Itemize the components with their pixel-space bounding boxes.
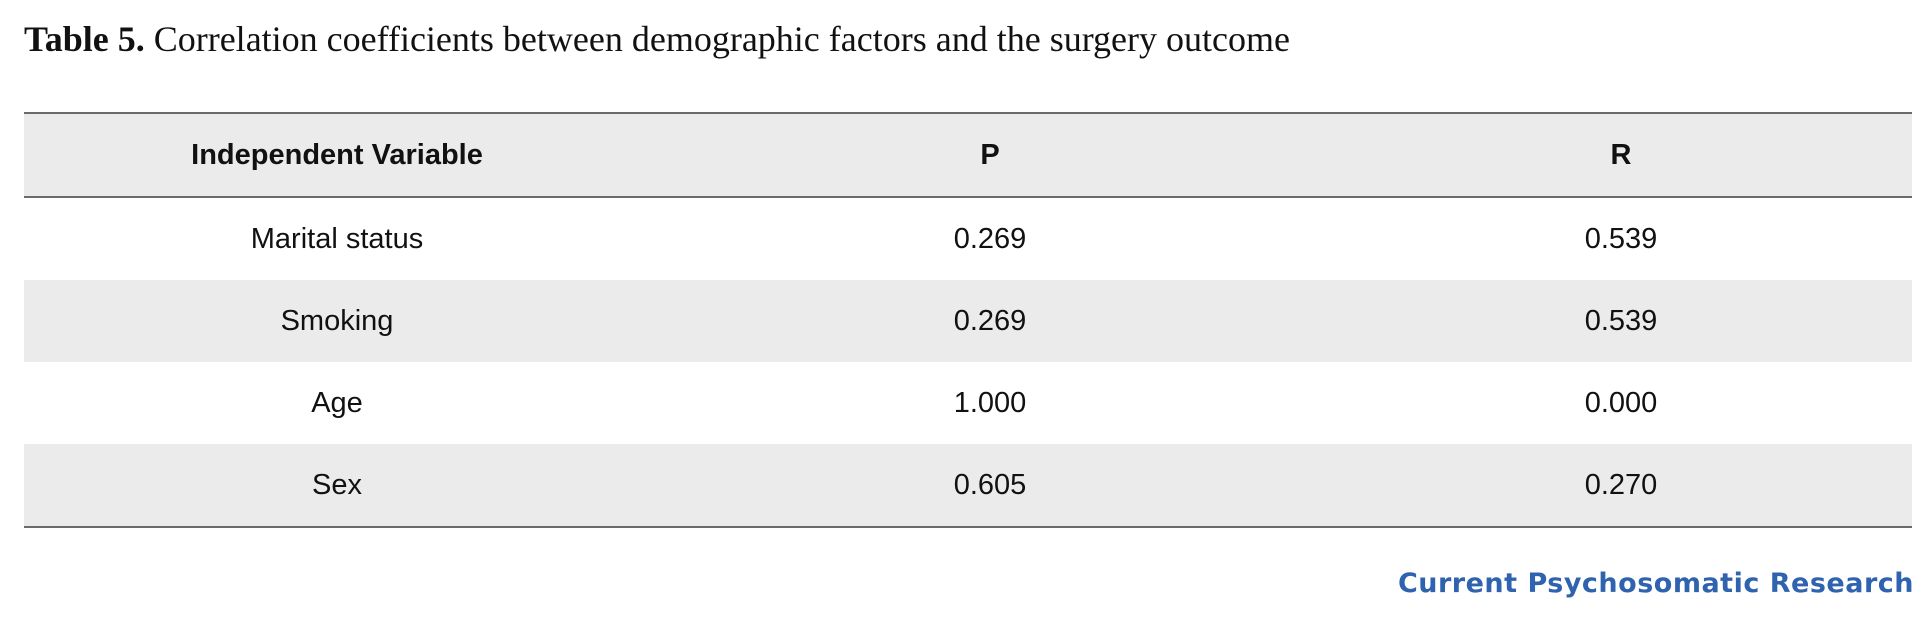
variable-cell: Age [311,386,363,419]
variable-cell: Marital status [250,222,424,255]
p-value-cell: 0.605 [953,468,1027,501]
table-row: Sex 0.605 0.270 [24,444,1912,528]
r-value-cell: 0.539 [1584,304,1658,337]
table-row: Marital status 0.269 0.539 [24,198,1912,280]
p-value-cell: 0.269 [953,304,1027,337]
table-title: Correlation coefficients between demogra… [144,19,1290,59]
header-independent-variable: Independent Variable [191,138,483,171]
journal-logo: Current Psychosomatic Research [1397,568,1914,599]
r-value-cell: 0.000 [1584,386,1658,419]
correlation-table: Independent Variable P R Marital status … [24,112,1912,528]
table-row: Age 1.000 0.000 [24,362,1912,444]
p-value-cell: 1.000 [953,386,1027,419]
r-value-cell: 0.539 [1584,222,1658,255]
r-value-cell: 0.270 [1584,468,1658,501]
table-caption: Table 5. Correlation coefficients betwee… [24,18,1290,60]
header-p: P [980,138,1000,171]
header-r: R [1610,138,1632,171]
table-number: Table 5. [24,19,145,59]
p-value-cell: 0.269 [953,222,1027,255]
variable-cell: Smoking [280,304,394,337]
variable-cell: Sex [312,468,362,501]
table-header-row: Independent Variable P R [24,112,1912,198]
table-row: Smoking 0.269 0.539 [24,280,1912,362]
